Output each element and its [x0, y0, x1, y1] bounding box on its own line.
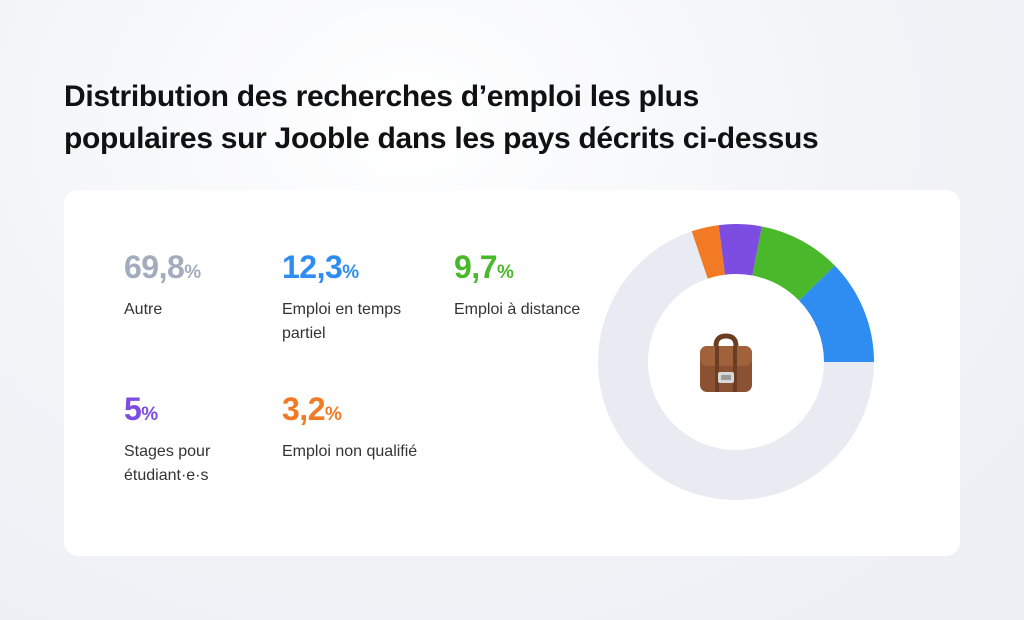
- stat-value: 12,3%: [282, 248, 422, 292]
- stat-number: 3,2: [282, 391, 325, 427]
- donut-chart: [598, 224, 874, 500]
- stat-label: Emploi non qualifié: [282, 443, 418, 460]
- donut-slice-4: [691, 225, 725, 279]
- stat-distance: 9,7% Emploi à distance: [454, 248, 594, 322]
- donut-slice-3: [718, 224, 762, 276]
- chart-card: 69,8% Autre 12,3% Emploi en temps partie…: [64, 190, 960, 556]
- stat-non-qualifie: 3,2% Emploi non qualifié: [282, 390, 422, 464]
- title-line-1: Distribution des recherches d’emploi les…: [64, 80, 700, 113]
- page-title: Distribution des recherches d’emploi les…: [64, 76, 924, 160]
- briefcase-icon: [700, 333, 752, 392]
- stat-label: Emploi en temps partiel: [282, 301, 402, 342]
- stat-value: 69,8%: [124, 248, 264, 292]
- stat-temps-partiel: 12,3% Emploi en temps partiel: [282, 248, 422, 346]
- stat-unit: %: [496, 262, 514, 283]
- stat-value: 5%: [124, 390, 264, 434]
- stat-number: 5: [124, 391, 142, 427]
- stat-unit: %: [184, 262, 201, 283]
- stat-number: 69,8: [124, 249, 185, 285]
- stat-autre: 69,8% Autre: [124, 248, 264, 322]
- stat-unit: %: [342, 262, 359, 283]
- stat-number: 9,7: [454, 249, 497, 285]
- stat-unit: %: [141, 404, 158, 425]
- title-line-2: populaires sur Jooble dans les pays décr…: [64, 122, 819, 155]
- stat-label: Autre: [124, 301, 163, 318]
- stat-stages: 5% Stages pour étudiant·e·s: [124, 390, 264, 488]
- stat-label: Stages pour étudiant·e·s: [124, 443, 211, 484]
- stat-unit: %: [324, 404, 342, 425]
- donut-slice-1: [799, 265, 874, 362]
- stat-label: Emploi à distance: [454, 301, 581, 318]
- donut-slice-0: [598, 231, 874, 500]
- stat-number: 12,3: [282, 249, 343, 285]
- donut-slice-2: [752, 226, 835, 301]
- stat-value: 3,2%: [282, 390, 422, 434]
- stat-value: 9,7%: [454, 248, 594, 292]
